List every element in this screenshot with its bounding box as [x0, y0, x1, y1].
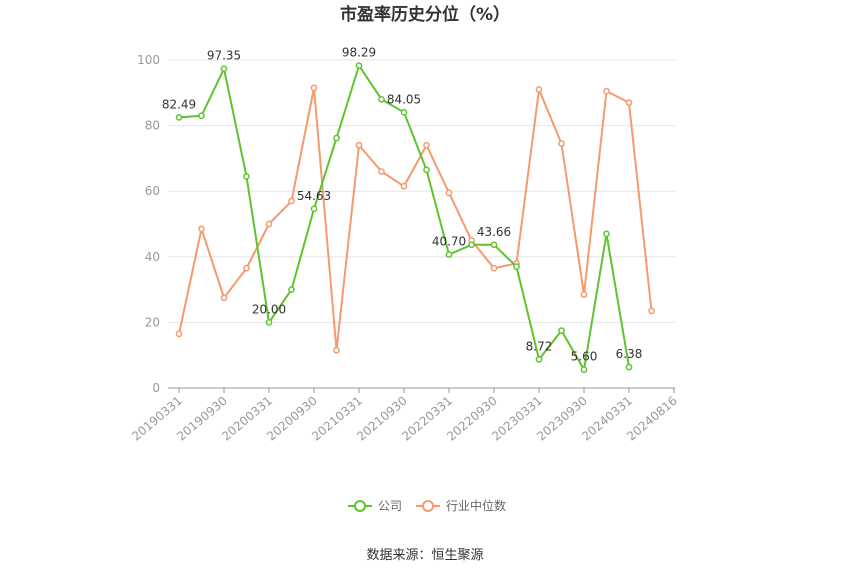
data-label: 82.49: [162, 97, 196, 111]
x-axis: 2019033120190930202003312020093020210331…: [129, 387, 680, 444]
data-point: [648, 307, 655, 315]
legend-item-1[interactable]: 行业中位数: [416, 498, 506, 513]
y-tick-label: 100: [137, 53, 160, 67]
data-point: [535, 356, 543, 363]
data-point: [490, 264, 498, 272]
data-point: [243, 264, 250, 272]
data-point: [625, 363, 633, 371]
data-point: [603, 87, 610, 95]
data-point: [288, 286, 295, 293]
data-labels: 82.49 97.35 20.00 54.63 98.29 84.05 40.70 43.66…: [162, 46, 643, 364]
y-tick-label: 60: [145, 184, 160, 198]
y-tick-label: 20: [145, 315, 160, 329]
data-point: [175, 330, 183, 338]
data-label: 40.70: [432, 235, 466, 249]
data-point: [535, 86, 543, 93]
data-label: 8.72: [526, 339, 553, 353]
data-point: [355, 141, 363, 149]
legend-label: 行业中位数: [446, 498, 506, 513]
data-point: [198, 225, 205, 233]
y-tick-label: 40: [145, 250, 160, 264]
series-line: [178, 86, 653, 352]
data-point: [198, 112, 205, 120]
series-layer: [175, 62, 655, 373]
data-point: [378, 168, 385, 175]
x-tick-label: 20240816: [624, 394, 680, 444]
source-note: 数据来源：恒生聚源: [366, 548, 483, 563]
y-tick-label: 0: [152, 381, 160, 395]
data-point: [423, 141, 430, 149]
data-point: [400, 182, 408, 190]
data-label: 20.00: [252, 302, 286, 316]
data-point: [513, 263, 520, 270]
legend-item-0[interactable]: 公司: [348, 499, 402, 513]
legend-label: 公司: [378, 499, 402, 513]
data-point: [490, 241, 498, 249]
data-point: [175, 114, 183, 121]
data-point: [445, 189, 453, 197]
data-point: [580, 291, 588, 298]
data-label: 84.05: [387, 92, 421, 106]
data-label: 43.66: [477, 225, 511, 239]
data-point: [580, 366, 588, 373]
data-label: 98.29: [342, 46, 376, 60]
data-label: 54.63: [297, 189, 331, 203]
y-tick-label: 80: [145, 119, 160, 133]
data-point: [310, 84, 318, 92]
y-axis: 0 20 40 60 80 100: [137, 53, 160, 395]
legend[interactable]: 公司 行业中位数: [348, 498, 506, 513]
legend-marker: [354, 500, 366, 512]
data-label: 6.38: [616, 347, 643, 361]
data-point: [445, 251, 453, 258]
data-point: [468, 241, 475, 249]
legend-marker: [422, 500, 434, 512]
data-point: [220, 65, 228, 73]
data-point: [558, 140, 565, 147]
chart-title: 市盈率历史分位（%）: [340, 4, 510, 25]
data-point: [243, 173, 250, 180]
data-point: [288, 197, 295, 205]
data-point: [265, 319, 273, 326]
data-point: [355, 62, 363, 69]
data-label: 97.35: [207, 49, 241, 63]
data-point: [220, 294, 228, 302]
data-point: [423, 166, 430, 174]
data-point: [603, 230, 610, 238]
data-label: 5.60: [571, 350, 598, 364]
data-point: [400, 108, 408, 116]
data-point: [625, 99, 633, 106]
data-point: [265, 220, 273, 228]
data-point: [378, 96, 385, 103]
data-point: [333, 134, 340, 142]
data-point: [558, 327, 565, 334]
data-point: [333, 346, 340, 354]
series-0: [175, 62, 633, 373]
data-point: [310, 205, 318, 213]
